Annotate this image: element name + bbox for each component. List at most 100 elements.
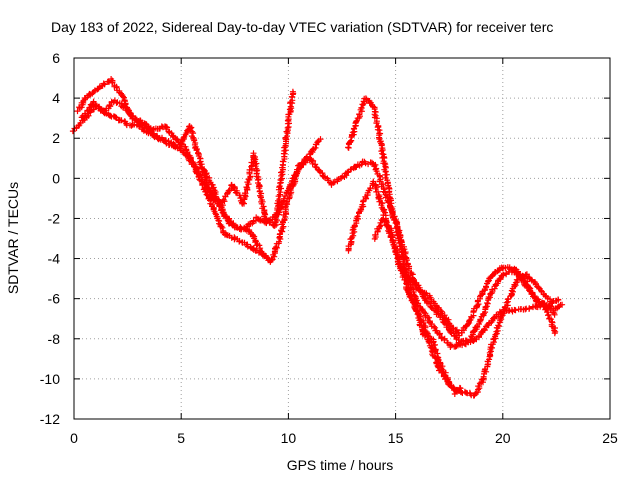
data-point	[183, 146, 199, 171]
data-point	[155, 135, 170, 147]
data-point	[123, 121, 140, 129]
chart-title: Day 183 of 2022, Sidereal Day-to-day VTE…	[51, 19, 553, 35]
data-point	[267, 236, 284, 265]
data-point	[491, 308, 505, 321]
series-track-8	[403, 271, 562, 399]
data-point	[388, 205, 403, 236]
data-point	[143, 125, 161, 141]
data-point	[489, 272, 505, 295]
data-point	[405, 275, 420, 304]
data-point	[210, 205, 227, 236]
y-tick-label: 0	[52, 170, 60, 186]
y-tick-labels: -12 -10 -8 -6 -4 -2 0 2 4 6	[40, 50, 60, 427]
data-point	[397, 231, 413, 270]
data-point	[362, 180, 377, 202]
y-tick-label: -2	[48, 210, 61, 226]
x-tick-labels: 0 5 10 15 20 25	[70, 430, 618, 446]
data-point	[280, 88, 297, 157]
data-point	[405, 265, 420, 286]
data-point	[243, 241, 257, 253]
data-point	[276, 195, 291, 241]
data-point	[161, 123, 177, 140]
data-point	[467, 292, 484, 323]
y-tick-label: -10	[40, 371, 60, 387]
data-point	[379, 151, 395, 210]
x-tick-label: 10	[281, 430, 297, 446]
data-point	[246, 228, 264, 253]
data-point	[345, 217, 360, 254]
data-point	[275, 187, 292, 218]
data-point	[165, 141, 181, 151]
y-tick-label: 6	[52, 50, 60, 66]
data-point	[446, 326, 462, 346]
series-track-1	[69, 103, 276, 264]
axis-ticks	[73, 57, 611, 420]
data-point	[411, 304, 427, 325]
data-point	[388, 227, 404, 270]
data-point	[422, 312, 437, 330]
data-point	[521, 280, 538, 301]
data-point	[370, 178, 386, 211]
plot-frame	[73, 57, 611, 420]
data-point	[345, 120, 359, 151]
data-point	[371, 104, 386, 157]
y-tick-label: -8	[48, 331, 61, 347]
x-tick-label: 0	[70, 430, 78, 446]
data-point	[480, 344, 495, 383]
data-point	[337, 166, 355, 181]
grid	[74, 58, 610, 419]
y-tick-label: -12	[40, 411, 60, 427]
x-tick-label: 25	[602, 430, 618, 446]
series-track-3	[78, 88, 297, 229]
x-tick-label: 15	[388, 430, 404, 446]
data-point	[297, 157, 313, 171]
y-tick-label: -4	[48, 251, 61, 267]
data-point	[413, 281, 430, 305]
data-point	[353, 95, 368, 125]
data-point	[111, 97, 127, 111]
series-track-6	[345, 178, 464, 397]
data-point	[231, 235, 248, 246]
data-point	[199, 165, 217, 191]
data-point	[435, 310, 452, 332]
data-point	[209, 185, 227, 216]
data-point	[286, 165, 303, 192]
data-point	[69, 116, 88, 135]
data-point	[532, 279, 547, 298]
data-point	[186, 123, 204, 165]
y-tick-label: 4	[52, 90, 60, 106]
data-point	[542, 305, 559, 337]
data-point	[454, 386, 468, 396]
data-point	[549, 296, 562, 306]
data-point	[96, 78, 112, 91]
series-track-7	[371, 215, 558, 350]
x-axis-label: GPS time / hours	[287, 457, 394, 473]
data-point	[353, 195, 369, 222]
data-point	[307, 136, 324, 157]
x-tick-label: 20	[495, 430, 511, 446]
y-axis-label: SDTVAR / TECUs	[5, 182, 21, 294]
data-point	[307, 156, 323, 174]
data-point	[113, 114, 130, 127]
data-point	[522, 303, 537, 313]
y-tick-label: 2	[52, 130, 60, 146]
data-point	[554, 301, 566, 312]
data-point	[483, 315, 496, 330]
data-point	[74, 92, 92, 115]
data-point	[250, 150, 269, 220]
data-point	[101, 98, 117, 116]
data-point	[108, 76, 124, 97]
data-point	[380, 215, 395, 233]
data-point	[428, 348, 442, 374]
data-point	[477, 289, 496, 323]
data-point	[371, 217, 386, 242]
data-point	[424, 299, 441, 318]
data-point	[479, 273, 496, 298]
data-point	[243, 217, 259, 232]
data-point	[370, 160, 387, 195]
data-point	[397, 265, 411, 280]
data-point	[78, 100, 96, 121]
data-point	[123, 105, 139, 123]
y-tick-label: -6	[48, 291, 61, 307]
